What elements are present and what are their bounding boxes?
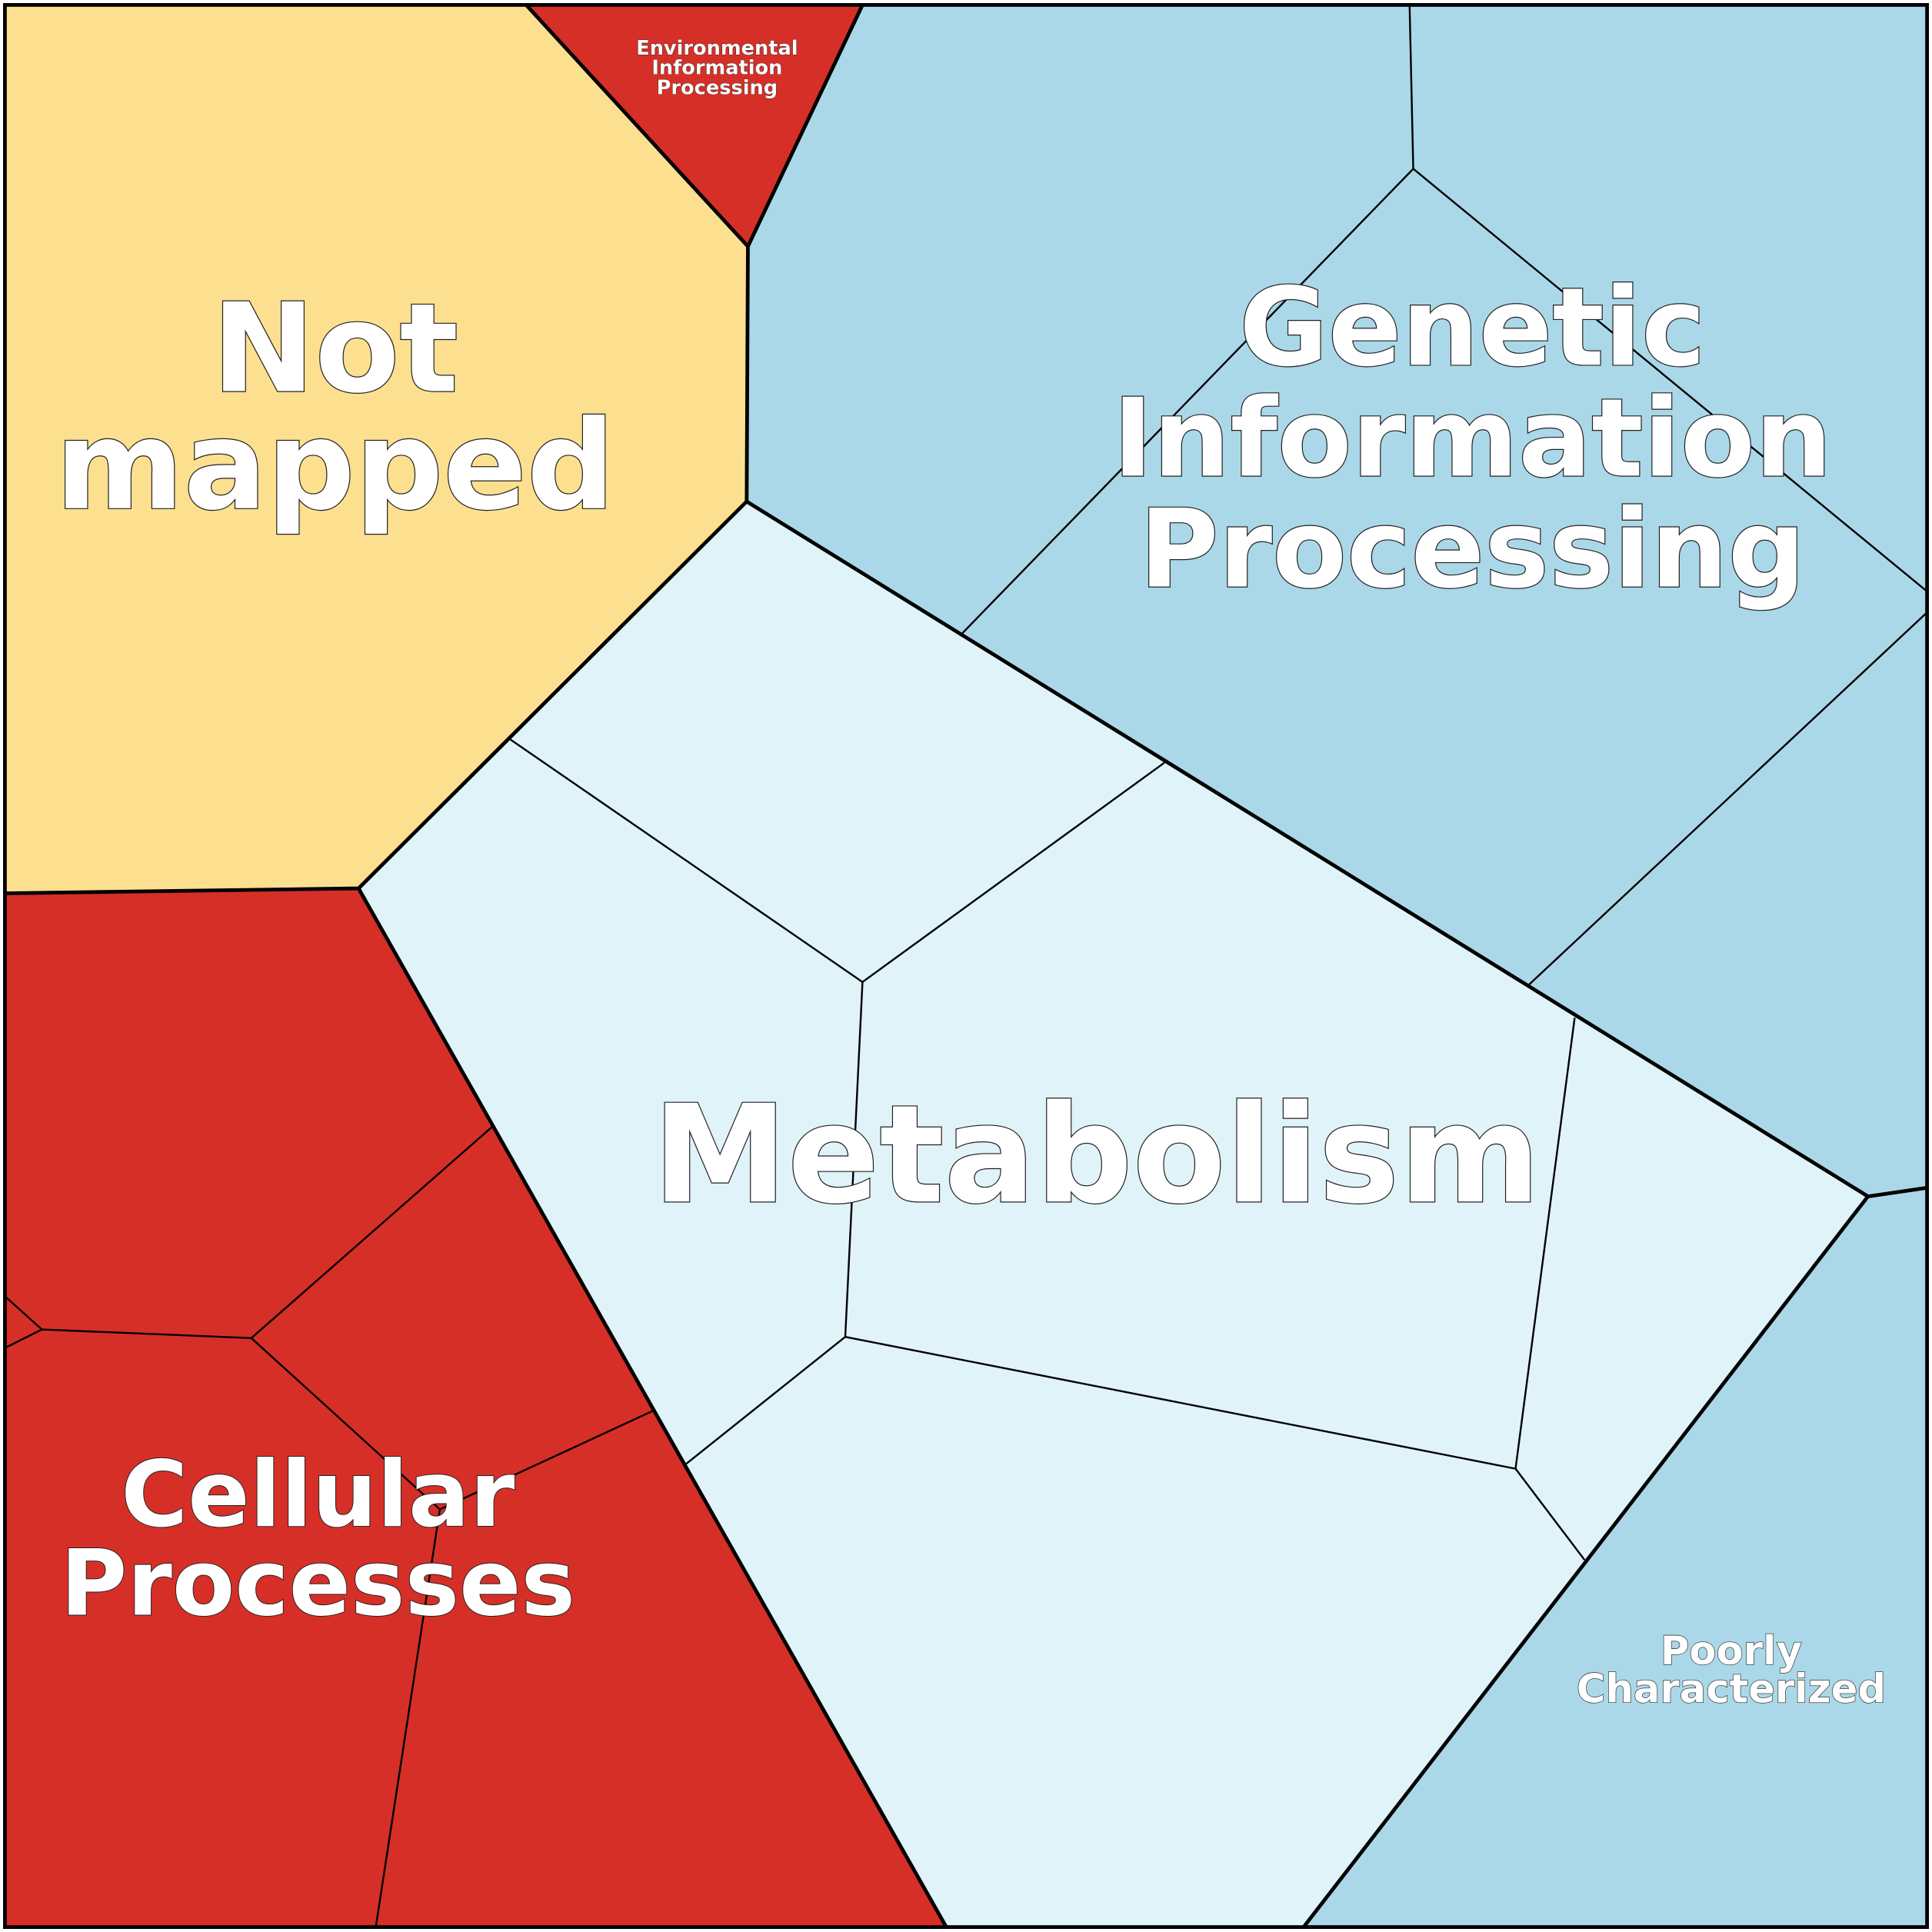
group-borders (3, 3, 1929, 1929)
region-label: Environmental (636, 37, 798, 60)
region-label: mapped (55, 394, 615, 538)
region-label: Metabolism (653, 1075, 1541, 1234)
region-label: Processes (61, 1530, 576, 1636)
region-label: Processing (1139, 487, 1805, 613)
region-poorly (1303, 1188, 1927, 1927)
region-label: Not (212, 277, 458, 421)
region-metabolism (358, 501, 1868, 1927)
region-label: Poorly (1661, 1628, 1802, 1674)
region-genetic (746, 5, 1927, 1197)
region-label: Genetic (1239, 265, 1706, 391)
region-label: Processing (657, 76, 778, 99)
region-not-mapped (5, 5, 748, 894)
region-cellular (5, 888, 947, 1927)
region-label: Characterized (1577, 1667, 1886, 1713)
region-label: Information (1113, 376, 1832, 502)
region-environmental (526, 5, 863, 247)
region-label: Information (651, 57, 782, 80)
sub-borders (4, 5, 1928, 1927)
region-label: Cellular (121, 1441, 515, 1547)
